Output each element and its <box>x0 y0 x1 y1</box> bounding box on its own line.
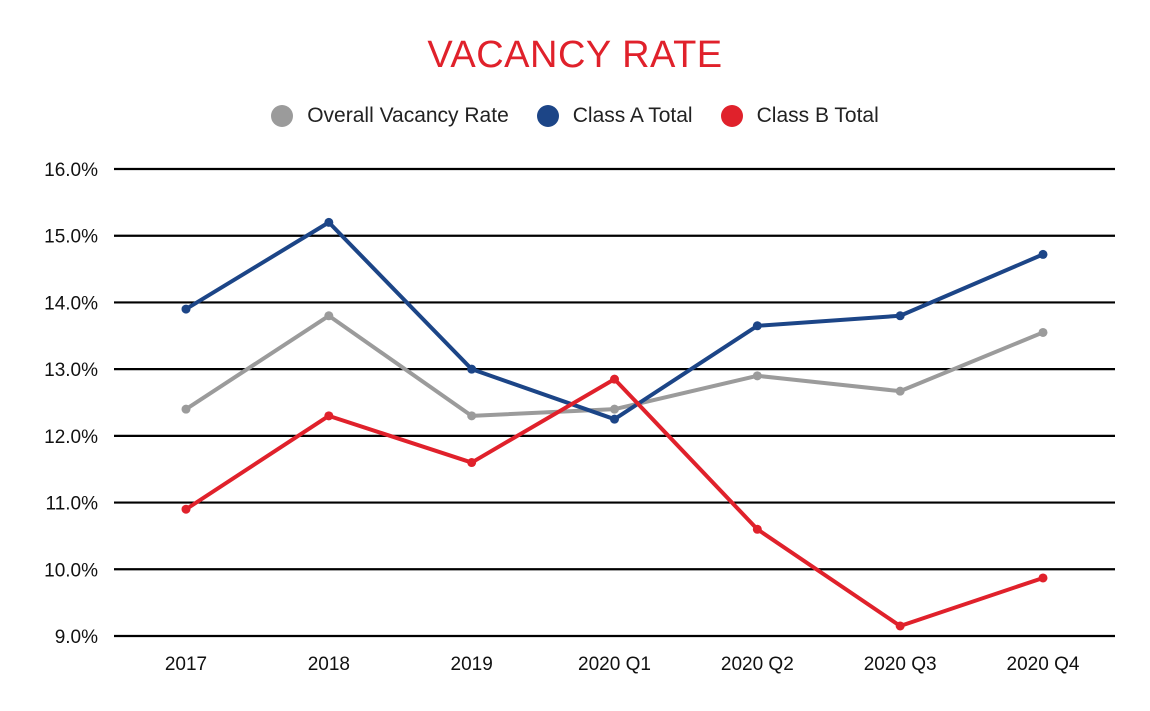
data-point-overall <box>1038 327 1048 337</box>
data-point-overall <box>467 411 477 421</box>
y-tick-label: 13.0% <box>44 360 98 381</box>
y-tick-label: 12.0% <box>44 427 98 448</box>
chart-title: VACANCY RATE <box>427 34 723 76</box>
legend: Overall Vacancy Rate Class A Total Class… <box>0 104 1150 128</box>
data-point-class-a <box>610 414 619 424</box>
y-tick-label: 15.0% <box>44 227 98 248</box>
data-point-class-b <box>895 621 905 631</box>
x-tick-label: 2020 Q2 <box>721 654 794 675</box>
data-point-class-b <box>610 374 619 384</box>
data-point-class-b <box>752 524 762 534</box>
x-tick-label: 2020 Q3 <box>864 654 937 675</box>
x-tick-label: 2020 Q4 <box>1007 654 1080 675</box>
data-point-overall <box>610 404 619 414</box>
data-point-overall <box>324 311 334 321</box>
legend-item-class-a: Class A Total <box>536 104 693 128</box>
legend-item-overall: Overall Vacancy Rate <box>271 104 509 128</box>
data-point-class-a <box>467 364 477 374</box>
data-point-overall <box>181 404 191 414</box>
y-tick-label: 14.0% <box>44 293 98 314</box>
data-point-class-a <box>181 304 191 314</box>
data-point-class-a <box>1038 249 1048 259</box>
x-tick-label: 2018 <box>308 654 350 675</box>
legend-item-class-b: Class B Total <box>720 104 879 128</box>
x-tick-label: 2017 <box>165 654 207 675</box>
data-point-overall <box>752 371 762 381</box>
y-tick-label: 16.0% <box>44 160 98 181</box>
legend-marker-class-b <box>720 105 743 127</box>
data-point-overall <box>895 386 905 396</box>
legend-label-class-a: Class A Total <box>572 104 693 127</box>
data-point-class-a <box>895 311 905 321</box>
data-point-class-b <box>467 458 477 468</box>
x-tick-label: 2019 <box>451 654 493 675</box>
y-tick-label: 10.0% <box>44 560 98 581</box>
data-point-class-b <box>324 411 334 421</box>
y-tick-label: 9.0% <box>55 627 98 648</box>
data-point-class-b <box>181 504 191 514</box>
legend-marker-class-a <box>536 105 559 127</box>
y-tick-label: 11.0% <box>46 494 99 515</box>
x-tick-label: 2020 Q1 <box>578 654 651 675</box>
data-point-class-a <box>324 217 334 227</box>
data-point-class-a <box>752 321 762 331</box>
legend-marker-overall <box>271 105 294 127</box>
legend-label-class-b: Class B Total <box>756 104 879 127</box>
legend-label-overall: Overall Vacancy Rate <box>307 104 509 127</box>
data-point-class-b <box>1038 573 1048 583</box>
series-line-class-a <box>184 220 1045 422</box>
series-line-overall <box>184 313 1045 418</box>
